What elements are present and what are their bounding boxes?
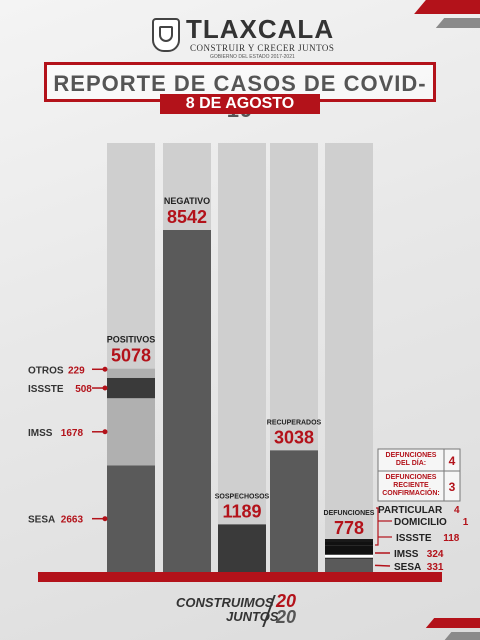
category-label-sospechosos: SOSPECHOSOS	[215, 493, 270, 500]
bar-sospechosos	[218, 524, 266, 572]
category-value-negativo: 8542	[167, 207, 207, 227]
positivos-value-otros: 229	[68, 365, 85, 376]
footer-year2: 20	[276, 607, 297, 627]
footer-line1: CONSTRUIMOS	[176, 595, 274, 610]
positivos-value-sesa: 2663	[61, 515, 84, 526]
bar-defunciones-sesa	[325, 558, 373, 572]
side-box-2-line-2: RECIENTE	[393, 482, 429, 489]
side-box-2-line-1: DEFUNCIONES	[386, 474, 437, 481]
defunciones-value-imss: 324	[427, 549, 444, 560]
category-label-defunciones: DEFUNCIONES	[324, 510, 375, 517]
positivos-label-imss: IMSS	[28, 428, 53, 439]
bar-positivos-imss	[107, 398, 155, 466]
defunciones-label-issste: ISSSTE	[396, 533, 432, 544]
state-crest-icon	[152, 18, 180, 52]
header: TLAXCALA CONSTRUIR Y CRECER JUNTOS GOBIE…	[0, 10, 480, 60]
bar-defunciones-particular	[325, 539, 373, 541]
defunciones-value-issste: 118	[443, 533, 460, 544]
defunciones-label-particular: PARTICULAR	[378, 505, 443, 516]
positivos-value-imss: 1678	[61, 428, 84, 439]
footer-slogan: CONSTRUIMOS JUNTOS 20 20	[176, 591, 306, 629]
defunciones-value-particular: 4	[454, 505, 460, 516]
category-value-positivos: 5078	[111, 346, 151, 366]
footer-year1: 20	[276, 591, 297, 611]
positivos-leader-dot-imss	[102, 429, 108, 435]
bar-defunciones-domicilio	[325, 540, 373, 542]
category-label-negativo: NEGATIVO	[164, 196, 210, 206]
positivos-value-issste: 508	[75, 384, 92, 395]
positivos-label-issste: ISSSTE	[28, 384, 64, 395]
report-date: 8 DE AGOSTO	[160, 94, 320, 114]
positivos-leader-dot-otros	[102, 366, 108, 372]
bar-defunciones-issste	[325, 541, 373, 546]
side-box-2-line-3: CONFIRMACIÓN:	[382, 488, 440, 497]
category-label-positivos: POSITIVOS	[107, 335, 156, 345]
brand-logo: TLAXCALA	[186, 14, 335, 44]
column-bg-sospechosos	[218, 143, 266, 572]
category-value-sospechosos: 1189	[222, 501, 261, 521]
category-value-defunciones: 778	[334, 518, 364, 538]
positivos-leader-dot-issste	[102, 385, 108, 391]
page-title: REPORTE DE CASOS DE COVID-19	[53, 71, 427, 122]
bar-recuperados	[270, 450, 318, 572]
brand-tagline: CONSTRUIR Y CRECER JUNTOS	[190, 43, 335, 53]
column-bg-defunciones	[325, 143, 373, 572]
defunciones-separator	[325, 554, 373, 558]
footer-line2: JUNTOS	[226, 609, 279, 624]
defunciones-label-domicilio: DOMICILIO	[394, 517, 447, 528]
positivos-label-otros: OTROS	[28, 365, 64, 376]
defunciones-bracket	[375, 507, 379, 546]
bar-positivos-issste	[107, 377, 155, 399]
side-box-2-value: 3	[449, 480, 456, 494]
defunciones-label-sesa: SESA	[394, 562, 421, 573]
side-box-1-line-2: DEL DÍA:	[396, 458, 426, 467]
defunciones-label-imss: IMSS	[394, 549, 419, 560]
side-box-2	[377, 470, 461, 502]
defunciones-value-sesa: 331	[427, 562, 444, 573]
side-box-1-value: 4	[449, 454, 456, 468]
bar-negativo	[163, 230, 211, 572]
brand-subline: GOBIERNO DEL ESTADO 2017-2021	[210, 54, 295, 60]
bar-positivos-sesa	[107, 465, 155, 572]
category-value-recuperados: 3038	[274, 427, 314, 447]
positivos-leader-dot-sesa	[102, 516, 108, 522]
bar-positivos-otros	[107, 368, 155, 378]
side-box-1-line-1: DEFUNCIONES	[386, 452, 437, 459]
defunciones-leader-sesa	[374, 564, 391, 567]
defunciones-value-domicilio: 1	[463, 517, 469, 528]
category-label-recuperados: RECUPERADOS	[267, 419, 322, 426]
chart-baseline	[38, 572, 442, 582]
positivos-label-sesa: SESA	[28, 515, 55, 526]
